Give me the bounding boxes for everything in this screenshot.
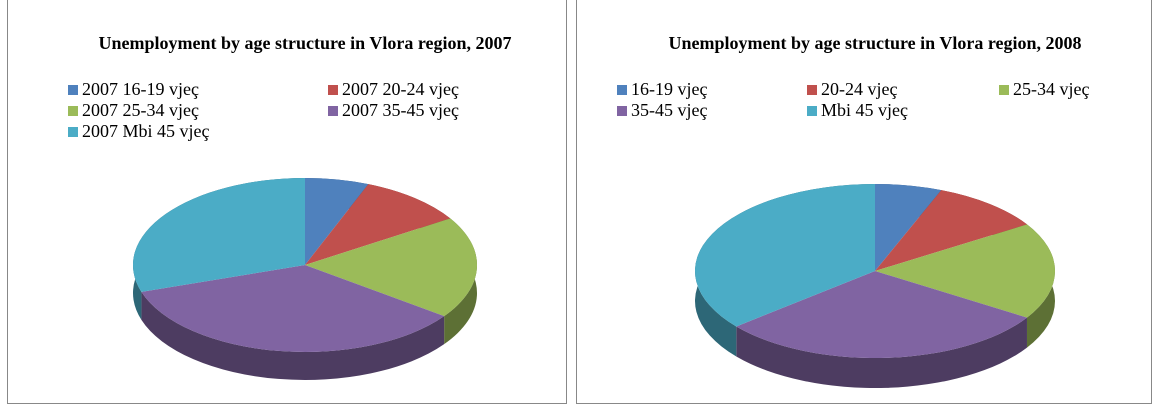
legend-item: 35-45 vjeç <box>617 100 807 121</box>
slice <box>305 218 478 317</box>
legend-swatch <box>807 105 817 116</box>
slice <box>305 184 451 265</box>
chart-panel <box>7 0 567 404</box>
legend-item: 2007 Mbi 45 vjeç <box>68 121 328 142</box>
legend-label: 16-19 vjeç <box>631 79 708 99</box>
legend-item: 25-34 vjeç <box>999 79 1160 100</box>
legend-label: 2007 Mbi 45 vjeç <box>82 121 210 141</box>
slice <box>695 184 875 327</box>
legend-swatch <box>328 105 338 116</box>
legend-swatch <box>68 84 78 95</box>
chart-panel <box>576 0 1152 404</box>
legend-item: 2007 16-19 vjeç <box>68 79 328 100</box>
legend-label: 2007 35-45 vjeç <box>342 100 459 120</box>
legend-item: 16-19 vjeç <box>617 79 807 100</box>
slice <box>141 265 445 352</box>
legend-label: 2007 16-19 vjeç <box>82 79 199 99</box>
legend-item: 2007 25-34 vjeç <box>68 100 328 121</box>
slice <box>875 190 1027 271</box>
legend-item: 2007 35-45 vjeç <box>328 100 548 121</box>
legend-swatch <box>999 84 1009 95</box>
legend-swatch <box>807 84 817 95</box>
legend: 2007 16-19 vjeç 2007 20-24 vjeç 2007 25-34… <box>68 79 548 142</box>
legend-swatch <box>617 84 627 95</box>
legend-swatch <box>68 105 78 116</box>
legend-swatch <box>617 105 627 116</box>
legend-swatch <box>328 84 338 95</box>
slice <box>875 184 942 271</box>
legend-item: 20-24 vjeç <box>807 79 999 100</box>
chart-title: Unemployment by age structure in Vlora r… <box>98 33 512 53</box>
slice <box>132 178 305 292</box>
legend-label: 35-45 vjeç <box>631 100 708 120</box>
legend-label: 20-24 vjeç <box>821 79 898 99</box>
legend: 16-19 vjeç 20-24 vjeç 25-34 vjeç 35-45 vjeç… <box>617 79 1160 121</box>
legend-label: 2007 25-34 vjeç <box>82 100 199 120</box>
legend-swatch <box>68 126 78 137</box>
slice-side <box>141 291 445 380</box>
legend-item: Mbi 45 vjeç <box>807 100 999 121</box>
slice-side <box>736 317 1027 388</box>
legend-label: Mbi 45 vjeç <box>821 100 908 120</box>
slice <box>875 224 1055 318</box>
chart-title: Unemployment by age structure in Vlora r… <box>668 33 1082 53</box>
legend-label: 2007 20-24 vjeç <box>342 79 459 99</box>
legend-item: 2007 20-24 vjeç <box>328 79 548 100</box>
slice <box>305 178 369 265</box>
slice <box>736 271 1027 358</box>
legend-label: 25-34 vjeç <box>1013 79 1090 99</box>
